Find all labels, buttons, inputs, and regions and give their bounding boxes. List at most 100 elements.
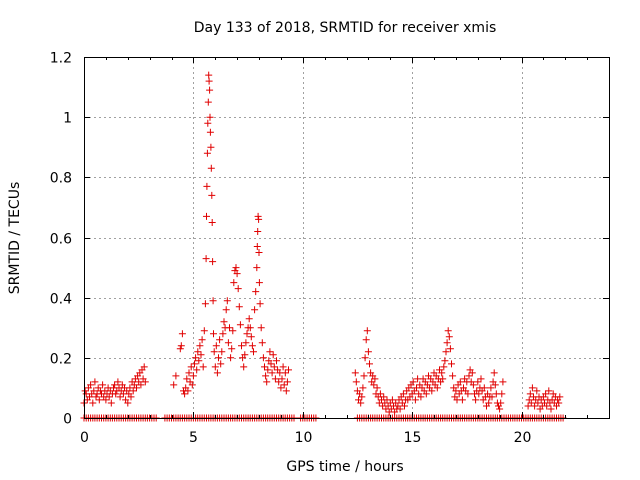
- data-point: [477, 375, 485, 383]
- data-point: [480, 384, 488, 392]
- data-point: [543, 402, 551, 410]
- data-point: [205, 77, 213, 85]
- data-point: [250, 348, 257, 356]
- data-point: [205, 71, 213, 79]
- data-point: [258, 339, 266, 347]
- data-point: [271, 375, 279, 383]
- data-point: [197, 351, 205, 359]
- data-points: [80, 71, 567, 422]
- data-point: [283, 378, 291, 386]
- data-point: [380, 393, 388, 401]
- data-point: [464, 390, 472, 398]
- data-point: [267, 360, 275, 368]
- data-point: [359, 384, 367, 392]
- data-point: [438, 369, 446, 377]
- data-point: [534, 399, 542, 407]
- data-point: [281, 369, 289, 377]
- data-point: [443, 339, 451, 347]
- data-point: [234, 285, 242, 293]
- data-point: [371, 375, 379, 383]
- y-tick-label: 0.6: [50, 232, 72, 248]
- data-point: [485, 399, 493, 407]
- data-point: [527, 399, 535, 407]
- data-point: [89, 399, 97, 407]
- data-point: [193, 366, 201, 374]
- data-point: [498, 390, 506, 398]
- data-point: [102, 396, 110, 404]
- data-point: [241, 351, 249, 359]
- y-tick-label: 0.2: [50, 352, 72, 368]
- data-point: [277, 384, 285, 392]
- data-point: [401, 402, 408, 410]
- data-point: [409, 378, 417, 386]
- data-point: [441, 357, 449, 365]
- data-point: [90, 387, 98, 395]
- grid: [84, 57, 609, 418]
- data-point: [253, 264, 261, 272]
- x-tick-label: 15: [404, 430, 422, 446]
- data-point: [176, 345, 184, 353]
- data-point: [141, 378, 149, 386]
- data-point: [370, 381, 378, 389]
- data-point: [240, 363, 248, 371]
- data-point: [366, 360, 373, 368]
- data-point: [445, 333, 453, 341]
- data-point: [207, 143, 215, 151]
- y-tick-label: 0.8: [50, 171, 72, 187]
- data-point: [351, 369, 359, 377]
- x-tick-label: 10: [295, 430, 313, 446]
- data-point: [183, 375, 191, 383]
- data-point: [285, 366, 292, 374]
- data-point: [194, 348, 202, 356]
- data-point: [396, 405, 404, 413]
- data-point: [255, 215, 263, 223]
- data-point: [444, 327, 452, 335]
- data-point: [133, 384, 140, 392]
- data-point: [440, 363, 448, 371]
- data-point: [266, 348, 274, 356]
- data-point: [127, 393, 135, 401]
- data-point: [111, 381, 119, 389]
- data-point: [216, 336, 224, 344]
- data-point: [469, 381, 477, 389]
- y-tick-label: 0.4: [50, 292, 72, 308]
- data-point: [188, 381, 196, 389]
- data-point: [229, 327, 237, 335]
- data-point: [245, 315, 253, 323]
- data-point: [547, 405, 555, 413]
- data-point: [475, 390, 483, 398]
- data-point: [210, 348, 218, 356]
- data-point: [388, 396, 396, 404]
- data-point: [268, 369, 276, 377]
- data-point: [209, 258, 217, 266]
- data-point: [124, 399, 132, 407]
- data-point: [201, 300, 209, 308]
- data-point: [264, 366, 272, 374]
- data-point: [252, 288, 260, 296]
- data-point: [468, 369, 476, 377]
- data-point: [243, 330, 251, 338]
- data-point: [417, 393, 425, 401]
- data-point: [87, 381, 95, 389]
- data-point: [248, 342, 256, 350]
- data-point: [442, 348, 450, 356]
- data-point: [373, 384, 381, 392]
- data-point: [129, 387, 137, 395]
- data-point: [399, 390, 407, 398]
- data-point: [490, 369, 498, 377]
- data-point: [526, 390, 534, 398]
- data-point: [230, 279, 238, 287]
- data-point: [178, 330, 186, 338]
- data-point: [411, 396, 419, 404]
- data-point: [219, 330, 227, 338]
- data-point: [196, 342, 204, 350]
- axis-ticks: 0 5 10 15 20 0 0.2 0.4 0.6 0.8 1 1.2: [50, 51, 610, 446]
- data-point: [204, 98, 212, 106]
- data-point: [247, 333, 255, 341]
- data-point: [279, 363, 287, 371]
- data-point: [208, 219, 216, 226]
- data-point: [364, 348, 372, 356]
- data-point: [422, 390, 430, 398]
- data-point: [235, 303, 243, 311]
